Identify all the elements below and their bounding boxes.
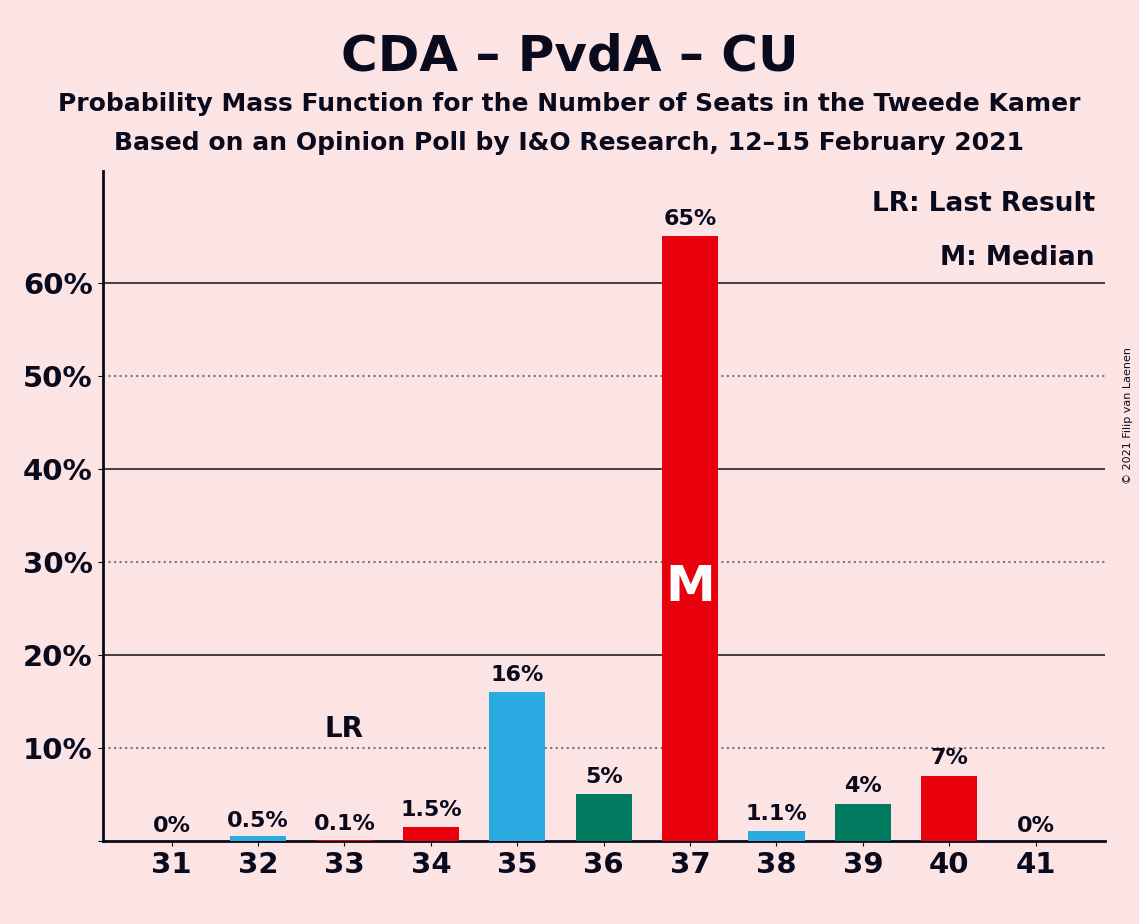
Bar — [748, 831, 804, 841]
Text: 7%: 7% — [931, 748, 968, 768]
Text: 5%: 5% — [584, 767, 623, 787]
Bar — [575, 795, 632, 841]
Text: 16%: 16% — [491, 664, 544, 685]
Text: 0.1%: 0.1% — [313, 814, 376, 834]
Text: 0%: 0% — [1017, 816, 1055, 836]
Text: 1.1%: 1.1% — [746, 804, 808, 824]
Bar — [403, 827, 459, 841]
Bar — [230, 836, 286, 841]
Text: CDA – PvdA – CU: CDA – PvdA – CU — [341, 32, 798, 80]
Bar — [921, 776, 977, 841]
Text: LR: LR — [325, 715, 364, 743]
Text: M: Median: M: Median — [941, 245, 1095, 271]
Text: 0.5%: 0.5% — [227, 810, 289, 831]
Bar — [489, 692, 546, 841]
Text: 1.5%: 1.5% — [400, 800, 461, 821]
Text: M: M — [665, 563, 715, 611]
Text: 0%: 0% — [153, 816, 190, 836]
Text: Based on an Opinion Poll by I&O Research, 12–15 February 2021: Based on an Opinion Poll by I&O Research… — [115, 131, 1024, 155]
Text: LR: Last Result: LR: Last Result — [871, 191, 1095, 217]
Text: Probability Mass Function for the Number of Seats in the Tweede Kamer: Probability Mass Function for the Number… — [58, 92, 1081, 116]
Bar — [317, 840, 372, 841]
Bar — [662, 236, 719, 841]
Bar — [835, 804, 891, 841]
Text: 4%: 4% — [844, 776, 882, 796]
Text: © 2021 Filip van Laenen: © 2021 Filip van Laenen — [1123, 347, 1133, 484]
Text: 65%: 65% — [663, 209, 716, 228]
